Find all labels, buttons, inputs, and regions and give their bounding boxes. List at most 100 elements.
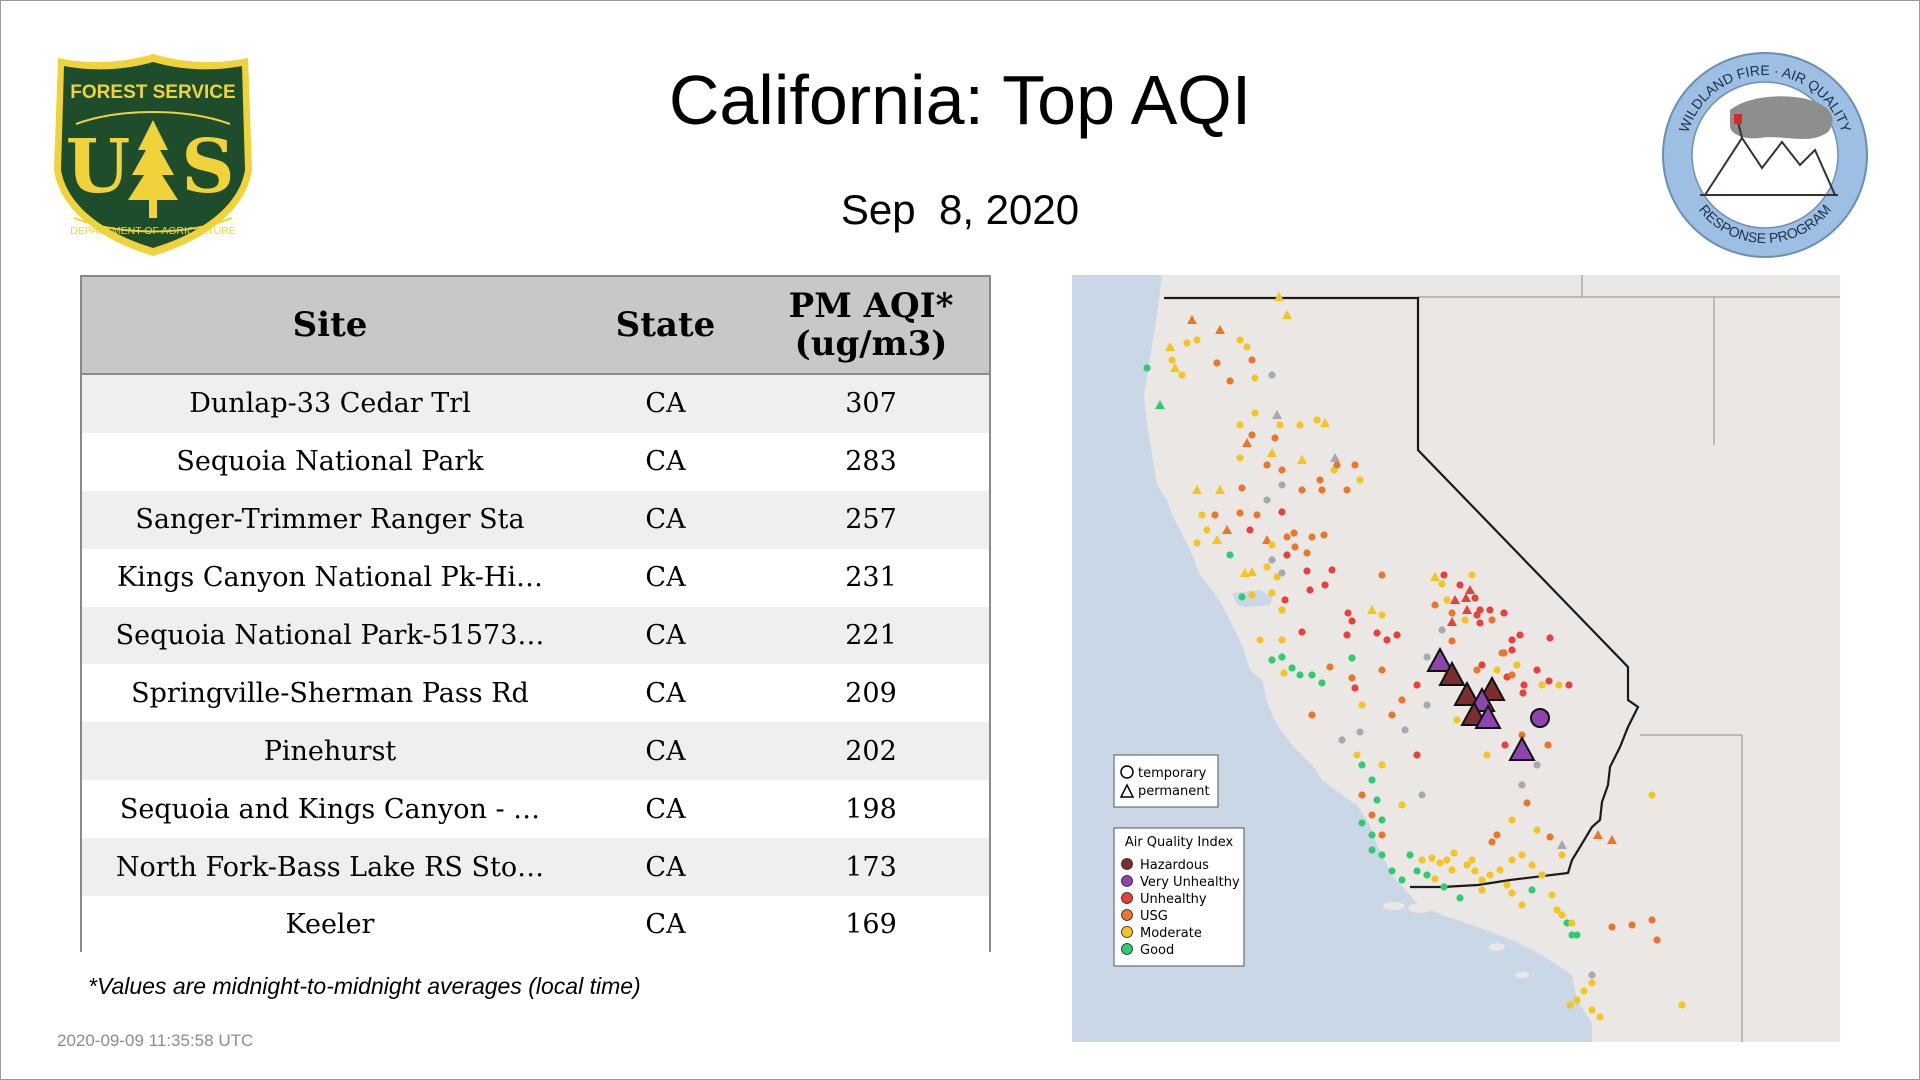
cell-site: Sequoia and Kings Canyon - …: [119, 793, 541, 825]
monitor-marker: [1274, 292, 1284, 301]
monitor-marker: [1383, 636, 1391, 644]
monitor-marker: [1368, 846, 1376, 854]
monitor-marker: [1318, 679, 1326, 687]
header-site: Site: [292, 305, 368, 345]
monitor-marker: [1413, 867, 1421, 875]
monitor-marker: [1187, 315, 1197, 324]
monitor-marker: [1518, 781, 1526, 789]
monitor-marker: [1308, 533, 1316, 541]
monitor-marker: [1236, 421, 1244, 429]
svg-text:DEPARTMENT OF AGRICULTURE: DEPARTMENT OF AGRICULTURE: [70, 225, 236, 237]
monitor-marker: [1278, 508, 1286, 516]
monitor-marker: [1320, 531, 1328, 539]
state-borders: [1418, 275, 1840, 1042]
monitor-marker: [1508, 816, 1516, 824]
table-header: Site State PM AQI* (ug/m3): [82, 277, 989, 375]
cell-state: CA: [645, 562, 686, 594]
monitor-marker: [1428, 854, 1436, 862]
monitor-marker: [1413, 681, 1421, 689]
monitor-marker: [1143, 364, 1151, 372]
monitor-marker: [1518, 851, 1526, 859]
monitor-marker: [1282, 310, 1292, 319]
monitor-marker: [1423, 871, 1431, 879]
monitor-marker: [1278, 569, 1286, 577]
monitor-marker: [1456, 894, 1464, 902]
monitor-marker: [1326, 663, 1334, 671]
monitor-marker: [1278, 606, 1286, 614]
cell-value: 231: [845, 562, 897, 594]
legend-aqi-title: Air Quality Index: [1125, 835, 1234, 850]
monitor-marker: [1398, 801, 1406, 809]
monitor-marker: [1278, 466, 1286, 474]
monitor-marker: [1508, 889, 1516, 897]
monitor-marker: [1378, 761, 1386, 769]
monitor-marker: [1283, 533, 1291, 541]
monitor-marker: [1313, 416, 1321, 424]
legend-item-label: Moderate: [1140, 926, 1202, 941]
monitor-marker: [1236, 509, 1244, 517]
monitor-marker: [1353, 751, 1361, 759]
monitor-marker: [1296, 421, 1304, 429]
monitor-marker: [1378, 851, 1386, 859]
monitor-marker: [1500, 609, 1508, 617]
svg-text:S: S: [181, 124, 234, 210]
monitor-marker: [1443, 596, 1451, 604]
monitor-marker: [1212, 535, 1222, 544]
legend-site-type: temporary permanent: [1113, 754, 1219, 808]
monitor-marker: [1378, 571, 1386, 579]
monitor-marker: [1450, 849, 1458, 857]
monitor-marker: [1247, 567, 1257, 576]
monitor-marker: [1608, 923, 1616, 931]
monitor-marker: [1418, 856, 1426, 864]
monitor-marker: [1256, 636, 1264, 644]
table-row: Sanger-Trimmer Ranger Sta CA 257: [82, 490, 989, 549]
monitor-marker: [1593, 830, 1603, 839]
cell-site: Pinehurst: [263, 735, 397, 767]
monitor-marker: [1501, 741, 1509, 749]
cell-value: 173: [845, 851, 897, 883]
cell-value: 257: [845, 504, 897, 536]
monitor-marker: [1558, 911, 1566, 919]
monitor-marker: [1215, 325, 1225, 334]
monitor-marker: [1251, 374, 1259, 382]
monitor-marker: [1548, 891, 1556, 899]
monitor-marker: [1476, 606, 1484, 614]
table-row: Pinehurst CA 202: [82, 722, 989, 781]
monitor-marker: [1211, 511, 1219, 519]
monitor-marker: [1516, 631, 1524, 639]
header-pm-aqi-line1: PM AQI*: [788, 286, 954, 326]
forest-service-logo: FOREST SERVICE U S DEPARTMENT OF AGRICUL…: [54, 54, 252, 256]
monitor-marker: [1468, 856, 1476, 864]
monitor-marker: [1573, 931, 1581, 939]
cell-site: Dunlap-33 Cedar Trl: [189, 388, 471, 420]
cell-state: CA: [645, 504, 686, 536]
monitor-marker: [1401, 726, 1409, 734]
hazard-marker: [1508, 735, 1536, 761]
monitor-marker: [1348, 674, 1356, 682]
cell-value: 169: [845, 909, 897, 941]
hazard-marker: [1474, 703, 1502, 729]
svg-text:FOREST SERVICE: FOREST SERVICE: [70, 82, 235, 103]
monitor-marker: [1303, 549, 1311, 557]
monitor-marker: [1453, 716, 1461, 724]
monitor-marker: [1438, 580, 1446, 588]
monitor-marker: [1533, 666, 1541, 674]
monitor-marker: [1303, 567, 1311, 575]
monitor-marker: [1393, 631, 1401, 639]
monitor-marker: [1238, 484, 1246, 492]
monitor-marker: [1291, 543, 1299, 551]
cell-state: CA: [645, 909, 686, 941]
monitor-marker: [1358, 701, 1366, 709]
monitor-marker: [1193, 539, 1201, 547]
monitor-marker: [1533, 761, 1541, 769]
monitor-marker: [1565, 681, 1573, 689]
table-row: Springville-Sherman Pass Rd CA 209: [82, 664, 989, 723]
table-row: North Fork-Bass Lake RS Sto… CA 173: [82, 838, 989, 897]
monitor-marker: [1518, 731, 1526, 739]
monitor-marker: [1628, 921, 1636, 929]
monitor-marker: [1588, 1006, 1596, 1014]
cell-site: Kings Canyon National Pk-Hi…: [116, 562, 544, 594]
monitor-marker: [1253, 511, 1261, 519]
california-border: [1164, 296, 1640, 889]
monitor-marker: [1288, 664, 1296, 672]
